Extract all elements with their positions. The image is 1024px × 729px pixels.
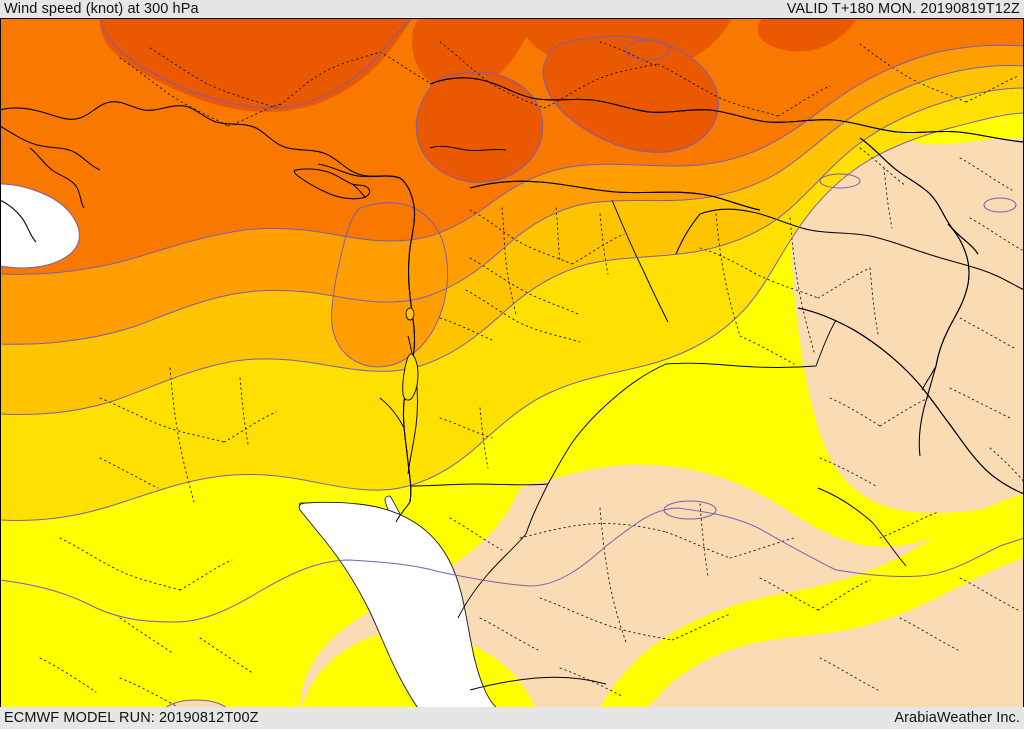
orange-lobe-levant bbox=[331, 202, 448, 367]
band-jetcore-red-far bbox=[757, 18, 856, 52]
model-run-label: ECMWF MODEL RUN: 20190812T00Z bbox=[4, 710, 259, 726]
weather-map-canvas[interactable] bbox=[0, 18, 1024, 711]
contour-line-group bbox=[0, 18, 1024, 711]
map-footer-bar: ECMWF MODEL RUN: 20190812T00Z ArabiaWeat… bbox=[0, 707, 1024, 729]
map-header-bar: Wind speed (knot) at 300 hPa VALID T+180… bbox=[0, 0, 1024, 18]
band-jetcore-north bbox=[542, 36, 719, 153]
white-low-pocket-left bbox=[0, 184, 80, 268]
arabian-peninsula-landmask bbox=[298, 501, 501, 711]
valid-time-label: VALID T+180 MON. 20190819T12Z bbox=[786, 1, 1020, 17]
band-jetcore-red bbox=[99, 18, 413, 112]
page-title: Wind speed (knot) at 300 hPa bbox=[4, 1, 199, 17]
band-jetcore-red-mid bbox=[412, 18, 534, 91]
sea-of-galilee bbox=[405, 307, 415, 321]
provider-label: ArabiaWeather Inc. bbox=[894, 710, 1020, 726]
dead-sea bbox=[402, 353, 419, 401]
coastline-overlay bbox=[399, 77, 1024, 503]
band-yellow-oman-corridor bbox=[598, 494, 1024, 711]
peach-blob-4 bbox=[984, 198, 1016, 212]
contour-map-svg bbox=[0, 18, 1024, 711]
band-jetcore-syria bbox=[416, 72, 543, 183]
band-peach-arabia bbox=[300, 464, 1024, 711]
border-group-dotted bbox=[39, 41, 1024, 707]
